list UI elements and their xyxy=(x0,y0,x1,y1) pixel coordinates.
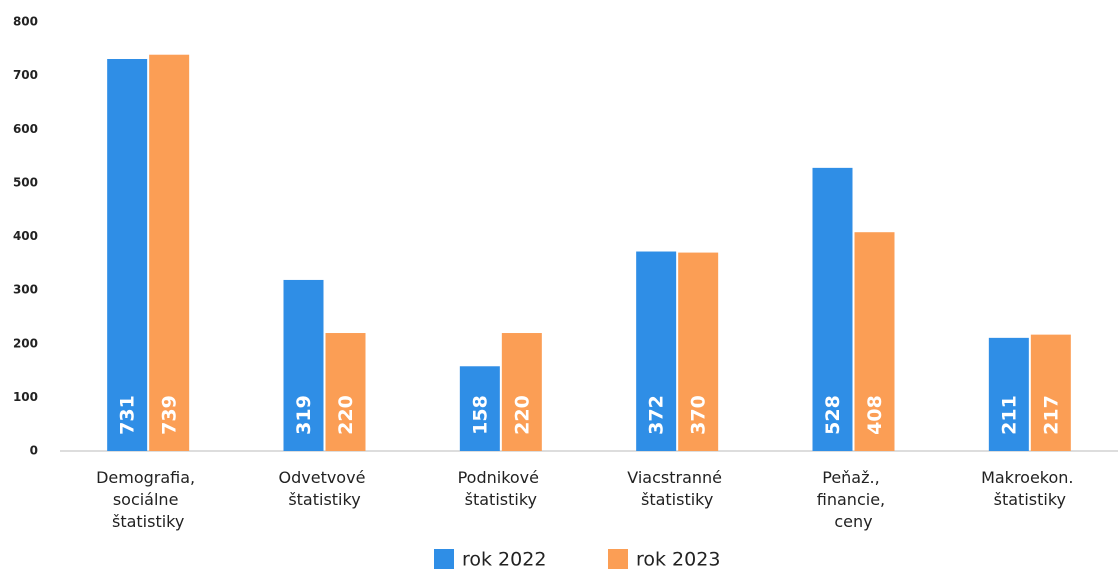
bar xyxy=(325,333,366,451)
bar xyxy=(678,252,719,451)
y-tick-label: 0 xyxy=(30,444,38,458)
x-tick-label: Demografia, sociálne štatistiky xyxy=(96,468,200,531)
value-label: 528 xyxy=(822,395,844,435)
x-tick-label: Peňaž., financie, ceny xyxy=(817,468,890,531)
value-label: 220 xyxy=(335,395,357,435)
value-label: 158 xyxy=(469,395,491,435)
value-label: 408 xyxy=(864,395,886,435)
bar xyxy=(459,366,500,451)
value-label: 217 xyxy=(1040,395,1062,435)
x-tick-label: Podnikové štatistiky xyxy=(458,468,545,509)
y-tick-label: 400 xyxy=(13,229,38,243)
y-tick-label: 300 xyxy=(13,283,38,297)
bar xyxy=(1030,334,1071,451)
value-label: 731 xyxy=(117,395,139,435)
legend-swatch xyxy=(434,549,454,569)
bar xyxy=(812,167,853,452)
value-label: 220 xyxy=(511,395,533,435)
y-tick-label: 800 xyxy=(13,15,38,29)
value-label: 739 xyxy=(159,395,181,435)
y-tick-label: 700 xyxy=(13,68,38,82)
y-tick-label: 500 xyxy=(13,175,38,189)
value-label: 372 xyxy=(646,395,668,435)
bar xyxy=(283,279,324,451)
y-tick-label: 200 xyxy=(13,336,38,350)
legend-label: rok 2023 xyxy=(636,549,720,571)
bar xyxy=(149,54,190,452)
bar xyxy=(636,251,677,451)
legend-label: rok 2022 xyxy=(462,549,546,571)
x-tick-label: Viacstranné štatistiky xyxy=(627,468,727,509)
y-tick-label: 100 xyxy=(13,390,38,404)
bar xyxy=(854,232,895,451)
value-label: 370 xyxy=(688,395,710,435)
bar xyxy=(501,333,542,451)
x-tick-label: Odvetvové štatistiky xyxy=(279,468,371,509)
bar xyxy=(988,337,1029,451)
bar xyxy=(107,59,148,451)
value-label: 319 xyxy=(293,395,315,435)
y-tick-label: 600 xyxy=(13,122,38,136)
legend-swatch xyxy=(608,549,628,569)
x-tick-label: Makroekon. štatistiky xyxy=(981,468,1079,509)
value-label: 211 xyxy=(998,395,1020,435)
